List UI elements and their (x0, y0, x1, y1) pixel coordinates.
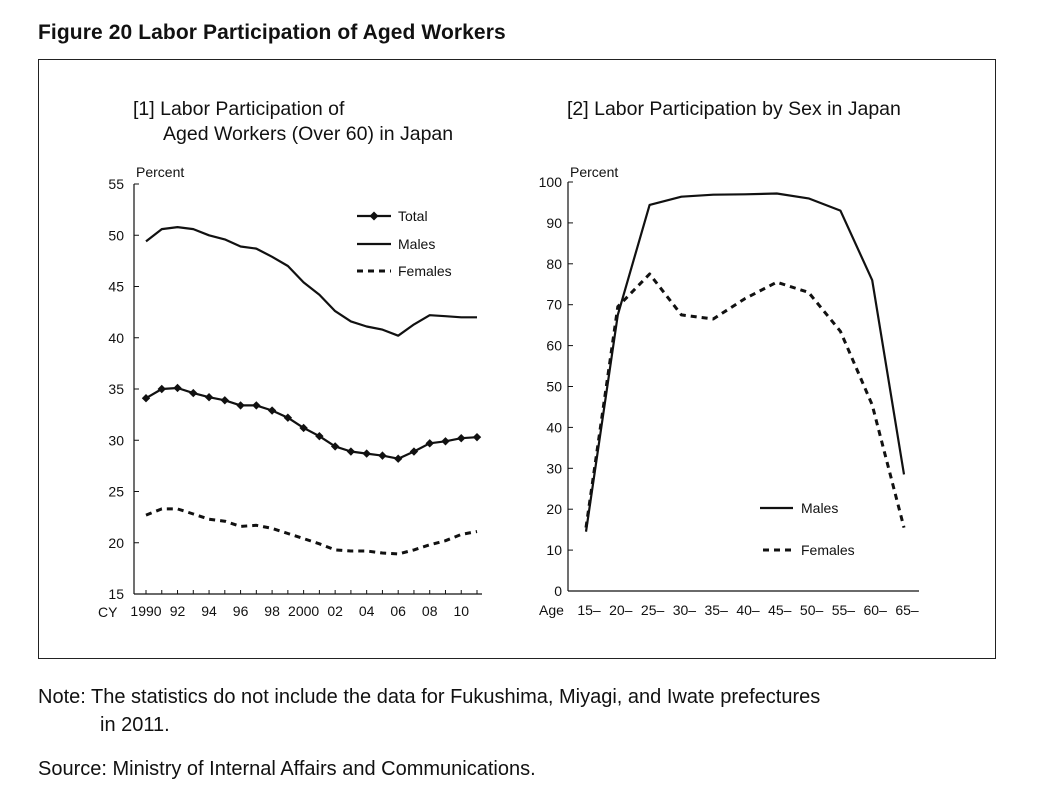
chart1-series-females-line (145, 507, 478, 556)
figure-source: Source: Ministry of Internal Affairs and… (38, 758, 536, 780)
chart1-legend: Total Males Females (357, 208, 452, 279)
chart1-total-point (315, 431, 324, 441)
chart1-total-point (236, 401, 245, 410)
chart1-total-point (425, 439, 434, 448)
chart1-title-line2: Aged Workers (Over 60) in Japan (163, 123, 453, 145)
chart1-total-point (393, 454, 403, 463)
legend-males-label: Males (398, 236, 435, 252)
chart2-x-tick-label: 30– (673, 602, 697, 618)
chart1-total-point (472, 432, 482, 442)
chart2-y-tick-label: 50 (546, 379, 562, 395)
legend2-females-label: Females (801, 542, 855, 558)
figure-frame (38, 59, 996, 659)
chart1-y-tick-label: 15 (108, 586, 124, 602)
chart1-total-point (409, 447, 419, 456)
chart2-x-tick-label: 45– (768, 602, 792, 618)
chart1-y-tick-label: 30 (108, 432, 124, 448)
chart1-total-point (141, 394, 151, 403)
chart1-total-point (204, 393, 214, 402)
chart1-total-point (457, 434, 466, 443)
chart2-y-tick-label: 100 (539, 174, 563, 190)
chart2-x-prefix: Age (539, 602, 564, 618)
chart1-x-tick-label: 06 (390, 603, 406, 619)
chart1-x-tick-label: 10 (453, 603, 469, 619)
chart2-x-tick-label: 20– (609, 602, 633, 618)
chart2-x-tick-label: 60– (864, 602, 888, 618)
chart2-x-tick-label: 40– (736, 602, 760, 618)
chart1-ylabel: Percent (136, 164, 184, 180)
chart1-x-tick-label: 02 (327, 603, 343, 619)
chart1-x-tick-label: 1990 (130, 603, 161, 619)
chart2-y-tick-label: 60 (546, 338, 562, 354)
chart1-total-point (346, 447, 356, 456)
legend2-males-label: Males (801, 500, 838, 516)
chart2-x-tick-label: 35– (705, 602, 729, 618)
chart1-title-line1: [1] Labor Participation of (133, 98, 345, 120)
chart2-x-tick-label: 25– (641, 602, 665, 618)
chart1-x-prefix: CY (98, 604, 118, 620)
chart1-total-point (252, 401, 261, 410)
chart1-x-tick-label: 98 (264, 603, 280, 619)
chart2-y-tick-label: 30 (546, 460, 562, 476)
chart1-y-tick-label: 20 (108, 535, 124, 551)
chart1-series-males-line (145, 226, 477, 337)
chart2-y-tick-label: 90 (546, 215, 562, 231)
chart1-total-point (299, 423, 308, 433)
chart2-x-tick-label: 50– (800, 602, 824, 618)
legend-total-label: Total (398, 208, 428, 224)
chart2-ylabel: Percent (570, 164, 618, 180)
note-line2: in 2011. (100, 714, 170, 736)
chart1-y-tick-label: 50 (108, 227, 124, 243)
chart2-title: [2] Labor Participation by Sex in Japan (567, 98, 901, 120)
chart1-total-point (173, 383, 182, 393)
chart1-x-tick-label: 94 (201, 603, 217, 619)
chart2-y-tick-label: 70 (546, 297, 562, 313)
chart1-y-tick-label: 25 (108, 484, 124, 500)
chart1-total-point (283, 413, 293, 422)
chart2-legend: Males Females (760, 500, 855, 558)
chart2-y-tick-label: 20 (546, 501, 562, 517)
legend-total-marker (369, 211, 379, 221)
chart2-series-males-line (584, 192, 906, 532)
chart2-x-tick-label: 15– (577, 602, 601, 618)
chart1-total-point (330, 442, 340, 451)
chart1-x-tick-label: 92 (170, 603, 186, 619)
chart1-series-total-line (145, 386, 478, 460)
chart1-total-point (189, 388, 198, 398)
note-line1: Note: The statistics do not include the … (38, 686, 821, 708)
chart2-series-females-line (584, 272, 906, 528)
chart2-y-tick-label: 40 (546, 419, 562, 435)
figure-title: Figure 20 Labor Participation of Aged Wo… (38, 21, 506, 44)
chart1-total-point (378, 451, 387, 460)
chart1-y-tick-label: 35 (108, 381, 124, 397)
chart1-x-tick-label: 04 (359, 603, 375, 619)
chart1-total-point (267, 406, 277, 415)
chart1-x-tick-label: 08 (422, 603, 438, 619)
chart2-x-tick-label: 65– (895, 602, 919, 618)
chart1-total-point (220, 396, 230, 405)
chart1-y-tick-label: 55 (108, 176, 124, 192)
chart2-y-tick-label: 10 (546, 542, 562, 558)
chart2-y-tick-label: 80 (546, 256, 562, 272)
chart1-x-tick-label: 2000 (288, 603, 319, 619)
legend-females-label: Females (398, 263, 452, 279)
chart2-y-tick-label: 0 (554, 583, 562, 599)
chart2-x-tick-label: 55– (832, 602, 856, 618)
figure-note: Note: The statistics do not include the … (38, 683, 820, 739)
chart1-total-point (157, 384, 166, 394)
chart1-x-tick-label: 96 (233, 603, 249, 619)
chart1-total-point (362, 449, 371, 458)
chart1-y-tick-label: 40 (108, 330, 124, 346)
chart1-total-point (441, 437, 450, 446)
chart1-y-tick-label: 45 (108, 279, 124, 295)
